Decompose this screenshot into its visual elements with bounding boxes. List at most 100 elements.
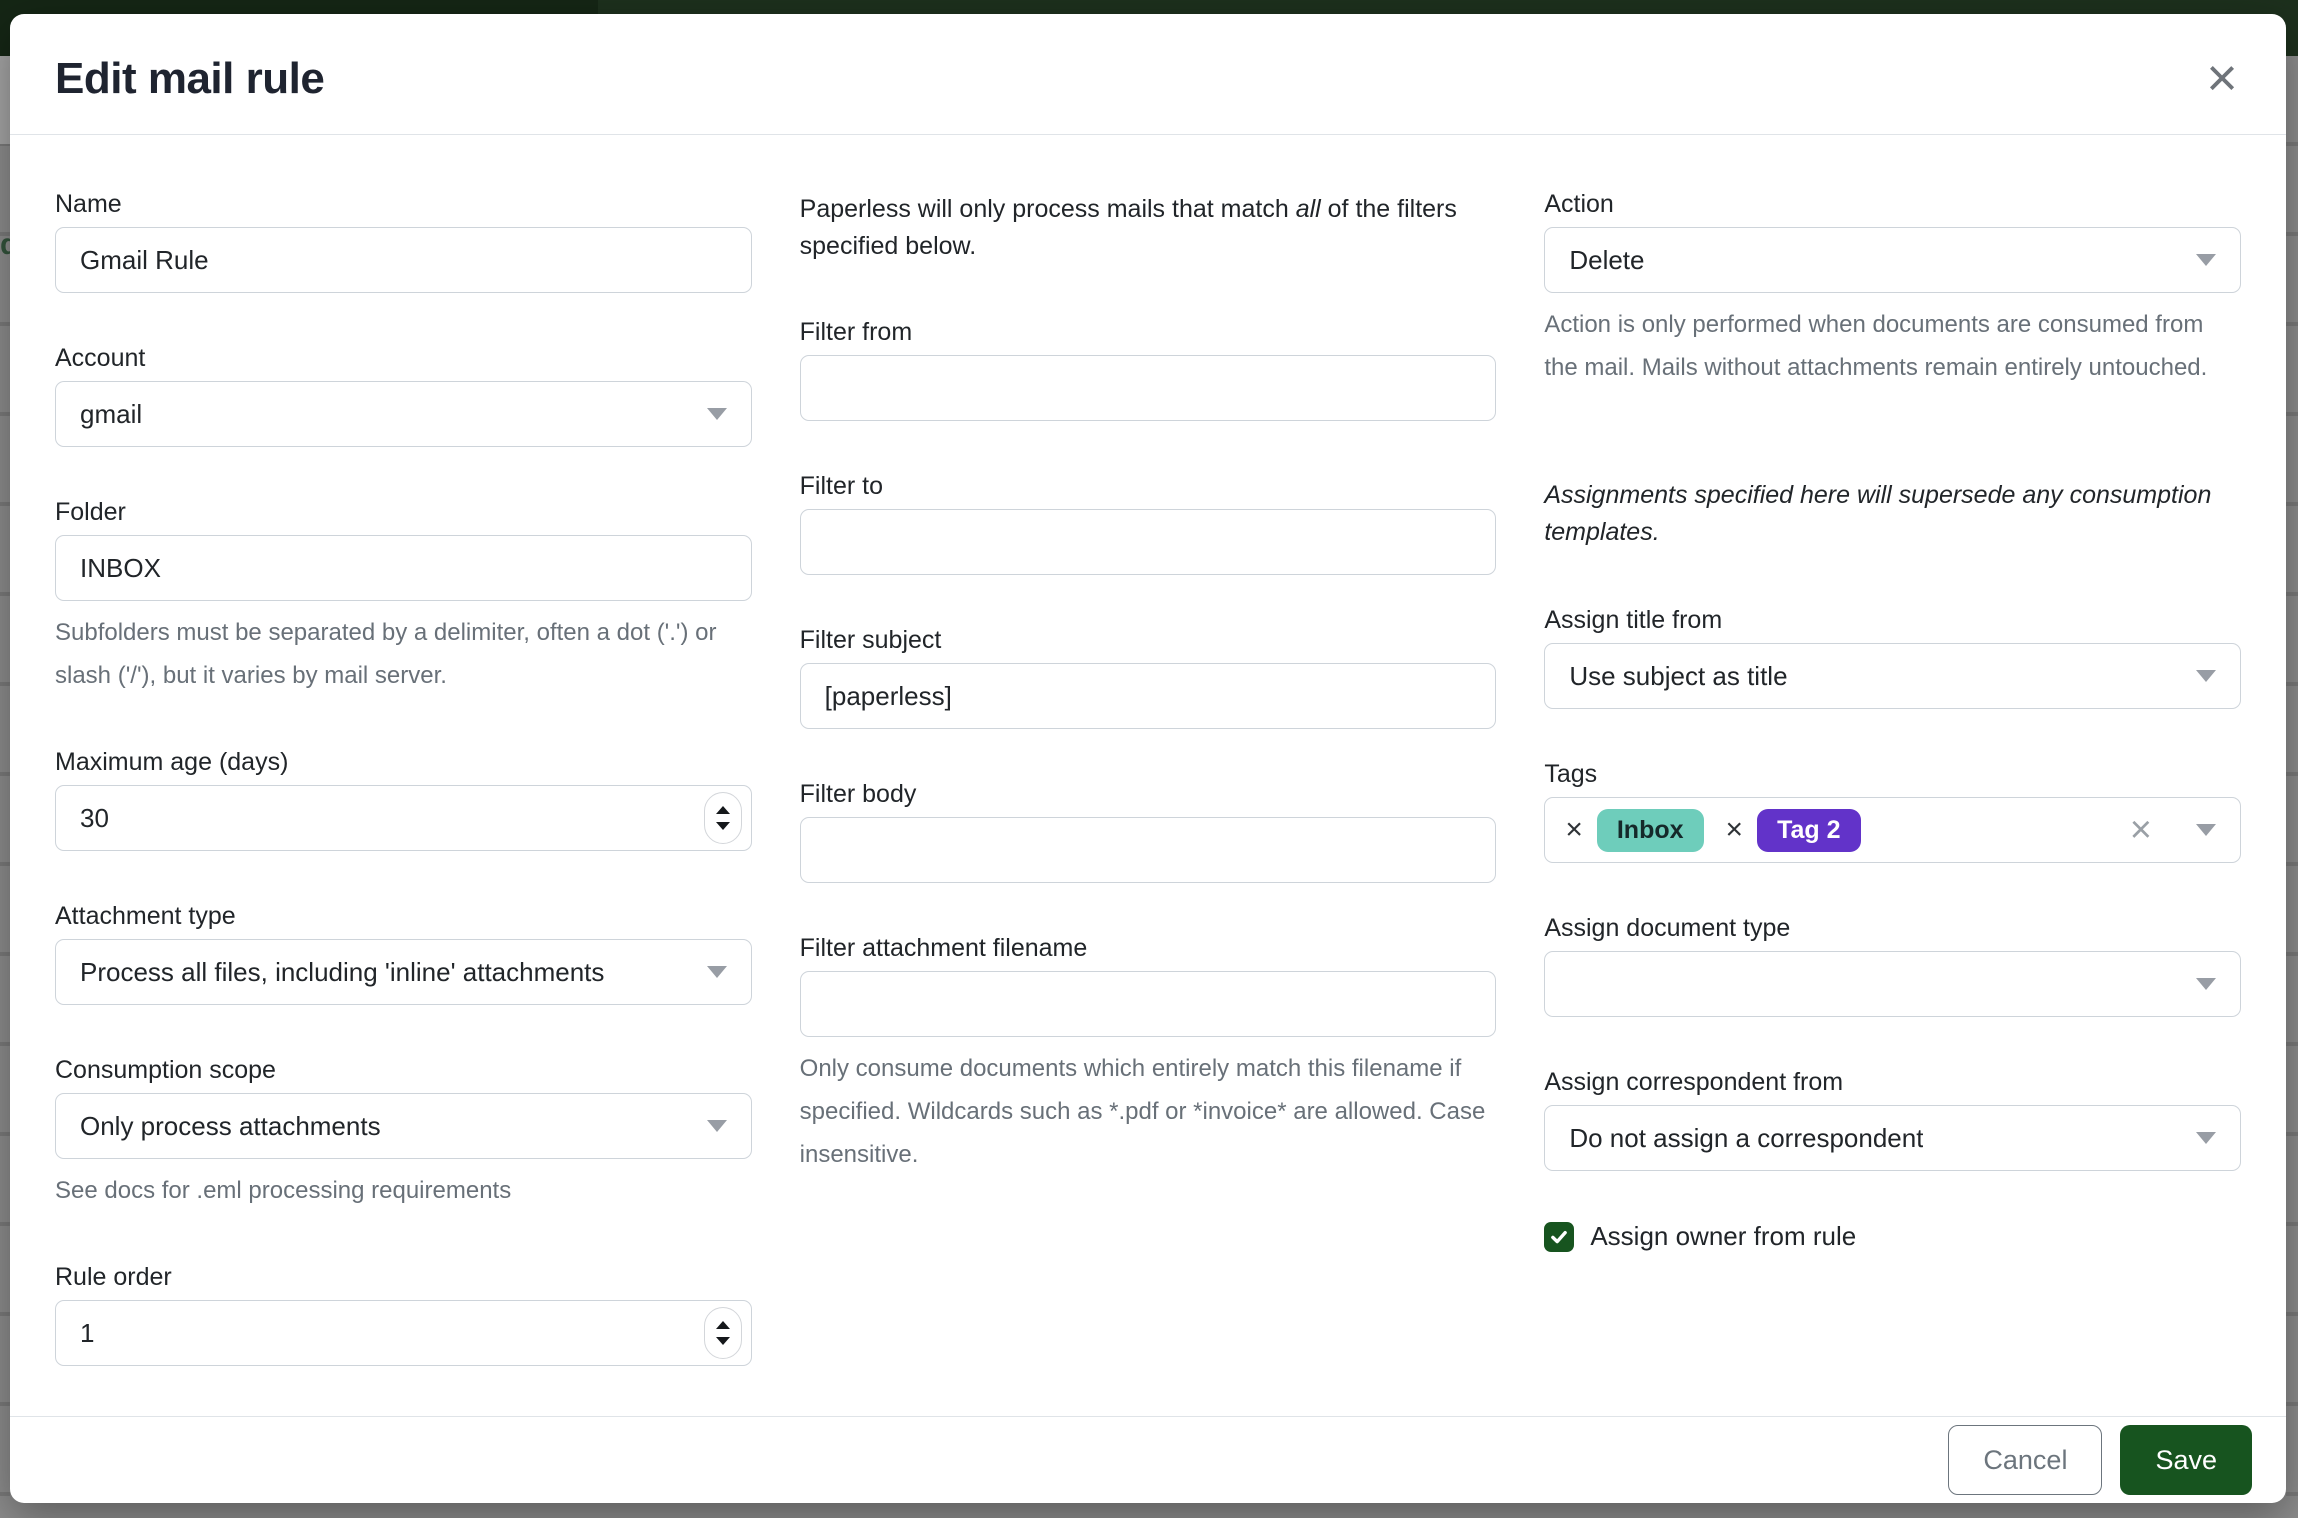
filter-from-field-group: Filter from <box>799 317 1497 421</box>
clear-tags-icon[interactable]: × <box>2129 809 2152 851</box>
stepper-up-icon <box>715 1321 730 1329</box>
action-selected-value: Delete <box>1569 244 1645 275</box>
consumption-scope-selected-value: Only process attachments <box>80 1110 381 1141</box>
assign-owner-checkbox[interactable] <box>1544 1221 1575 1252</box>
account-field-group: Account gmail <box>55 343 752 447</box>
name-field-group: Name <box>55 189 752 293</box>
chevron-down-icon <box>2196 670 2216 682</box>
action-select[interactable]: Delete <box>1544 227 2241 293</box>
filter-attachment-filename-field-group: Filter attachment filename Only consume … <box>799 933 1497 1176</box>
consumption-scope-help-text: See docs for .eml processing requirement… <box>55 1177 512 1204</box>
action-label: Action <box>1544 190 1614 218</box>
maximum-age-stepper[interactable] <box>703 792 742 844</box>
name-label: Name <box>55 190 122 218</box>
maximum-age-label: Maximum age (days) <box>55 748 289 776</box>
column-general: Name Account gmail Folder Subfolders mus… <box>55 189 752 1416</box>
remove-tag-2-icon[interactable]: × <box>1725 813 1744 846</box>
filter-subject-label: Filter subject <box>799 626 942 654</box>
assign-title-from-label: Assign title from <box>1544 606 1723 634</box>
assign-owner-label: Assign owner from rule <box>1590 1221 1857 1251</box>
filter-to-input[interactable] <box>799 509 1497 575</box>
assign-correspondent-from-field-group: Assign correspondent from Do not assign … <box>1544 1067 2241 1171</box>
column-filters: Paperless will only process mails that m… <box>799 189 1497 1416</box>
cancel-button[interactable]: Cancel <box>1948 1425 2103 1495</box>
filter-subject-input[interactable] <box>799 663 1497 729</box>
filter-subject-field-group: Filter subject <box>799 625 1497 729</box>
attachment-type-field-group: Attachment type Process all files, inclu… <box>55 901 752 1005</box>
stepper-up-icon <box>715 806 730 814</box>
action-field-group: Action Delete Action is only performed w… <box>1544 189 2241 389</box>
check-icon <box>1551 1230 1568 1243</box>
attachment-type-selected-value: Process all files, including 'inline' at… <box>80 956 605 987</box>
dialog-title: Edit mail rule <box>55 54 325 103</box>
close-icon[interactable]: × <box>2192 48 2252 108</box>
consumption-scope-label: Consumption scope <box>55 1056 276 1084</box>
filter-attachment-filename-label: Filter attachment filename <box>799 934 1088 962</box>
account-selected-value: gmail <box>80 398 143 429</box>
assign-correspondent-from-selected-value: Do not assign a correspondent <box>1569 1122 1924 1153</box>
filter-from-input[interactable] <box>799 355 1497 421</box>
maximum-age-field-group: Maximum age (days) <box>55 747 752 851</box>
background-page-right <box>2286 56 2298 1518</box>
chevron-down-icon <box>706 408 727 420</box>
chevron-down-icon <box>2196 254 2216 266</box>
filters-intro-emphasis: all <box>1295 195 1321 223</box>
assign-owner-row[interactable]: Assign owner from rule <box>1544 1221 2241 1252</box>
tags-select[interactable]: × Inbox × Tag 2 × <box>1544 797 2241 863</box>
maximum-age-input[interactable] <box>55 785 752 851</box>
dialog-footer: Cancel Save <box>10 1416 2286 1503</box>
chevron-down-icon <box>2196 978 2216 990</box>
folder-help-text: Subfolders must be separated by a delimi… <box>55 619 717 689</box>
assign-document-type-field-group: Assign document type <box>1544 913 2241 1017</box>
assign-document-type-select[interactable] <box>1544 951 2241 1017</box>
remove-tag-inbox-icon[interactable]: × <box>1565 813 1583 846</box>
consumption-scope-select[interactable]: Only process attachments <box>55 1093 752 1159</box>
edit-mail-rule-dialog: Edit mail rule × Name Account gmail <box>10 14 2286 1503</box>
filter-to-field-group: Filter to <box>799 471 1497 575</box>
attachment-type-label: Attachment type <box>55 902 236 930</box>
account-select[interactable]: gmail <box>55 381 752 447</box>
rule-order-input[interactable] <box>55 1300 752 1366</box>
name-input[interactable] <box>55 227 752 293</box>
action-help-text: Action is only performed when documents … <box>1544 311 2208 381</box>
assign-title-from-select[interactable]: Use subject as title <box>1544 643 2241 709</box>
tags-field-group: Tags × Inbox × Tag 2 × <box>1544 759 2241 863</box>
tag-chip-tag-2: Tag 2 <box>1757 808 1861 852</box>
rule-order-field-group: Rule order <box>55 1262 752 1366</box>
tag-chip-inbox: Inbox <box>1596 808 1704 852</box>
filter-from-label: Filter from <box>799 318 913 346</box>
folder-input[interactable] <box>55 535 752 601</box>
assignments-note: Assignments specified here will supersed… <box>1544 481 2212 546</box>
dialog-body: Name Account gmail Folder Subfolders mus… <box>10 135 2286 1416</box>
folder-field-group: Folder Subfolders must be separated by a… <box>55 497 752 697</box>
filter-to-label: Filter to <box>799 472 884 500</box>
filters-intro-text: Paperless will only process mails that m… <box>799 195 1457 260</box>
tags-label: Tags <box>1544 760 1598 788</box>
assign-correspondent-from-select[interactable]: Do not assign a correspondent <box>1544 1105 2241 1171</box>
background-page-left: d <box>0 56 18 1518</box>
rule-order-stepper[interactable] <box>703 1307 742 1359</box>
chevron-down-icon <box>2196 1132 2216 1144</box>
assign-title-from-field-group: Assign title from Use subject as title <box>1544 605 2241 709</box>
filter-attachment-filename-input[interactable] <box>799 971 1497 1037</box>
filter-body-label: Filter body <box>799 780 917 808</box>
account-label: Account <box>55 344 146 372</box>
save-button[interactable]: Save <box>2120 1425 2252 1495</box>
filter-body-field-group: Filter body <box>799 779 1497 883</box>
filter-attachment-filename-help-text: Only consume documents which entirely ma… <box>799 1055 1486 1168</box>
assign-title-from-selected-value: Use subject as title <box>1569 660 1788 691</box>
folder-label: Folder <box>55 498 126 526</box>
assign-document-type-label: Assign document type <box>1544 914 1791 942</box>
chevron-down-icon <box>706 966 727 978</box>
stepper-down-icon <box>715 822 730 830</box>
assign-correspondent-from-label: Assign correspondent from <box>1544 1068 1844 1096</box>
stepper-down-icon <box>715 1337 730 1345</box>
background-page-band <box>0 56 10 144</box>
filter-body-input[interactable] <box>799 817 1497 883</box>
rule-order-label: Rule order <box>55 1263 172 1291</box>
column-actions: Action Delete Action is only performed w… <box>1544 189 2241 1416</box>
chevron-down-icon <box>2196 824 2216 836</box>
attachment-type-select[interactable]: Process all files, including 'inline' at… <box>55 939 752 1005</box>
dialog-header: Edit mail rule × <box>10 14 2286 135</box>
